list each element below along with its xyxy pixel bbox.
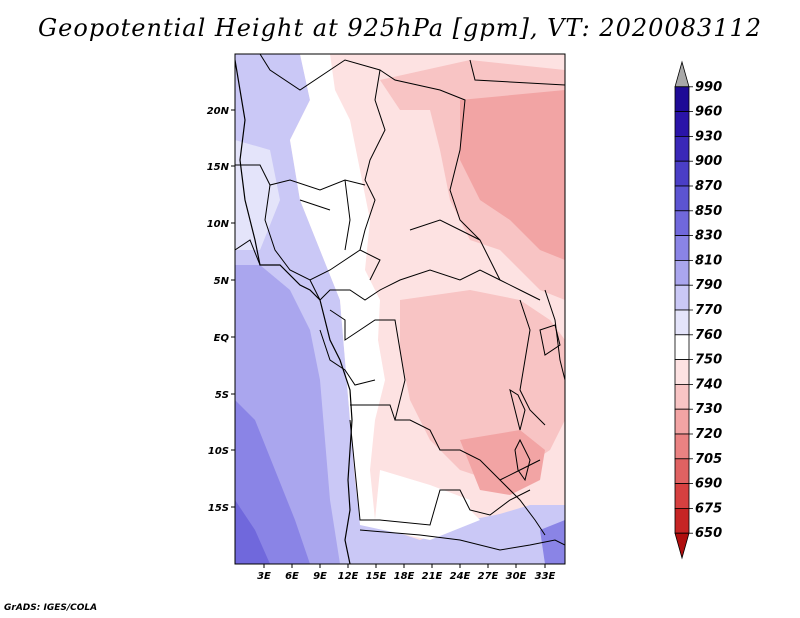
colorbar-swatch (674, 210, 690, 237)
colorbar-arrow-top (674, 60, 690, 88)
colorbar-label: 810 (695, 253, 722, 268)
lon-ticks (263, 564, 546, 568)
coastline (235, 59, 353, 564)
colorbar-label: 960 (695, 105, 722, 120)
lon-label: 9E (313, 571, 327, 582)
lat-label: EQ (214, 333, 230, 344)
colorbar-swatch (674, 433, 690, 460)
colorbar-label: 770 (695, 303, 722, 318)
lat-label: 20N (207, 106, 230, 117)
colorbar-label: 720 (695, 427, 722, 442)
grads-credit: GrADS: IGES/COLA (4, 603, 98, 613)
colorbar-swatch (674, 111, 690, 137)
colorbar-swatch (674, 160, 690, 187)
colorbar-swatch (674, 185, 690, 212)
lat-label: 10S (208, 446, 229, 457)
colorbar-label: 830 (695, 229, 722, 244)
colorbar-label: 850 (695, 204, 722, 219)
lake-malawi (514, 438, 531, 482)
colorbar-swatch (674, 309, 690, 336)
colorbar-label: 990 (695, 80, 722, 95)
colorbar-label: 930 (695, 129, 722, 144)
colorbar-label: 675 (695, 501, 722, 516)
map-title: Geopotential Height at 925hPa [gpm], VT:… (38, 14, 762, 42)
colorbar-label: 760 (695, 328, 722, 343)
colorbar-swatch (674, 458, 690, 484)
colorbar-label: 900 (695, 154, 722, 169)
colorbar-label: 690 (695, 477, 722, 492)
colorbar-swatch (674, 235, 690, 261)
colorbar-label: 650 (695, 526, 722, 541)
lat-label: 15S (208, 503, 229, 514)
lon-label: 24E (450, 571, 471, 582)
colorbar-swatch (674, 359, 690, 385)
colorbar-swatch (674, 507, 690, 534)
colorbar-label: 730 (695, 402, 722, 417)
lat-label: 5S (215, 390, 229, 401)
lon-label: 21E (422, 571, 443, 582)
lat-label: 10N (207, 219, 230, 230)
colorbar-arrow-bottom (674, 532, 690, 560)
colorbar-swatch (674, 383, 690, 410)
colorbar-label: 750 (695, 353, 722, 368)
lon-label: 27E (478, 571, 499, 582)
colorbar-swatch (674, 259, 690, 286)
lon-label: 12E (338, 571, 359, 582)
lake-tanganyika (509, 388, 526, 431)
colorbar: 990 960 930 900 870 850 830 810 790 770 760 750 740 7… (674, 60, 722, 560)
colorbar-swatch (674, 86, 690, 113)
colorbar-swatch (674, 483, 690, 509)
colorbar-swatch (674, 135, 690, 162)
lat-ticks (231, 109, 235, 508)
lake-victoria (539, 324, 561, 356)
colorbar-swatch (674, 408, 690, 435)
lat-label: 15N (207, 162, 230, 173)
lon-label: 15E (366, 571, 387, 582)
lon-label: 33E (535, 571, 556, 582)
lat-label: 5N (214, 276, 230, 287)
colorbar-label: 790 (695, 278, 722, 293)
colorbar-label: 870 (695, 179, 722, 194)
lon-label: 6E (285, 571, 299, 582)
lon-label: 3E (257, 571, 271, 582)
colorbar-label: 705 (695, 452, 722, 467)
height-field (235, 54, 565, 564)
colorbar-label: 740 (695, 377, 722, 392)
map-frame (234, 53, 566, 565)
colorbar-swatch (674, 334, 690, 360)
lon-label: 30E (506, 571, 527, 582)
colorbar-swatch (674, 284, 690, 311)
lon-label: 18E (394, 571, 415, 582)
country-borders (235, 54, 565, 551)
